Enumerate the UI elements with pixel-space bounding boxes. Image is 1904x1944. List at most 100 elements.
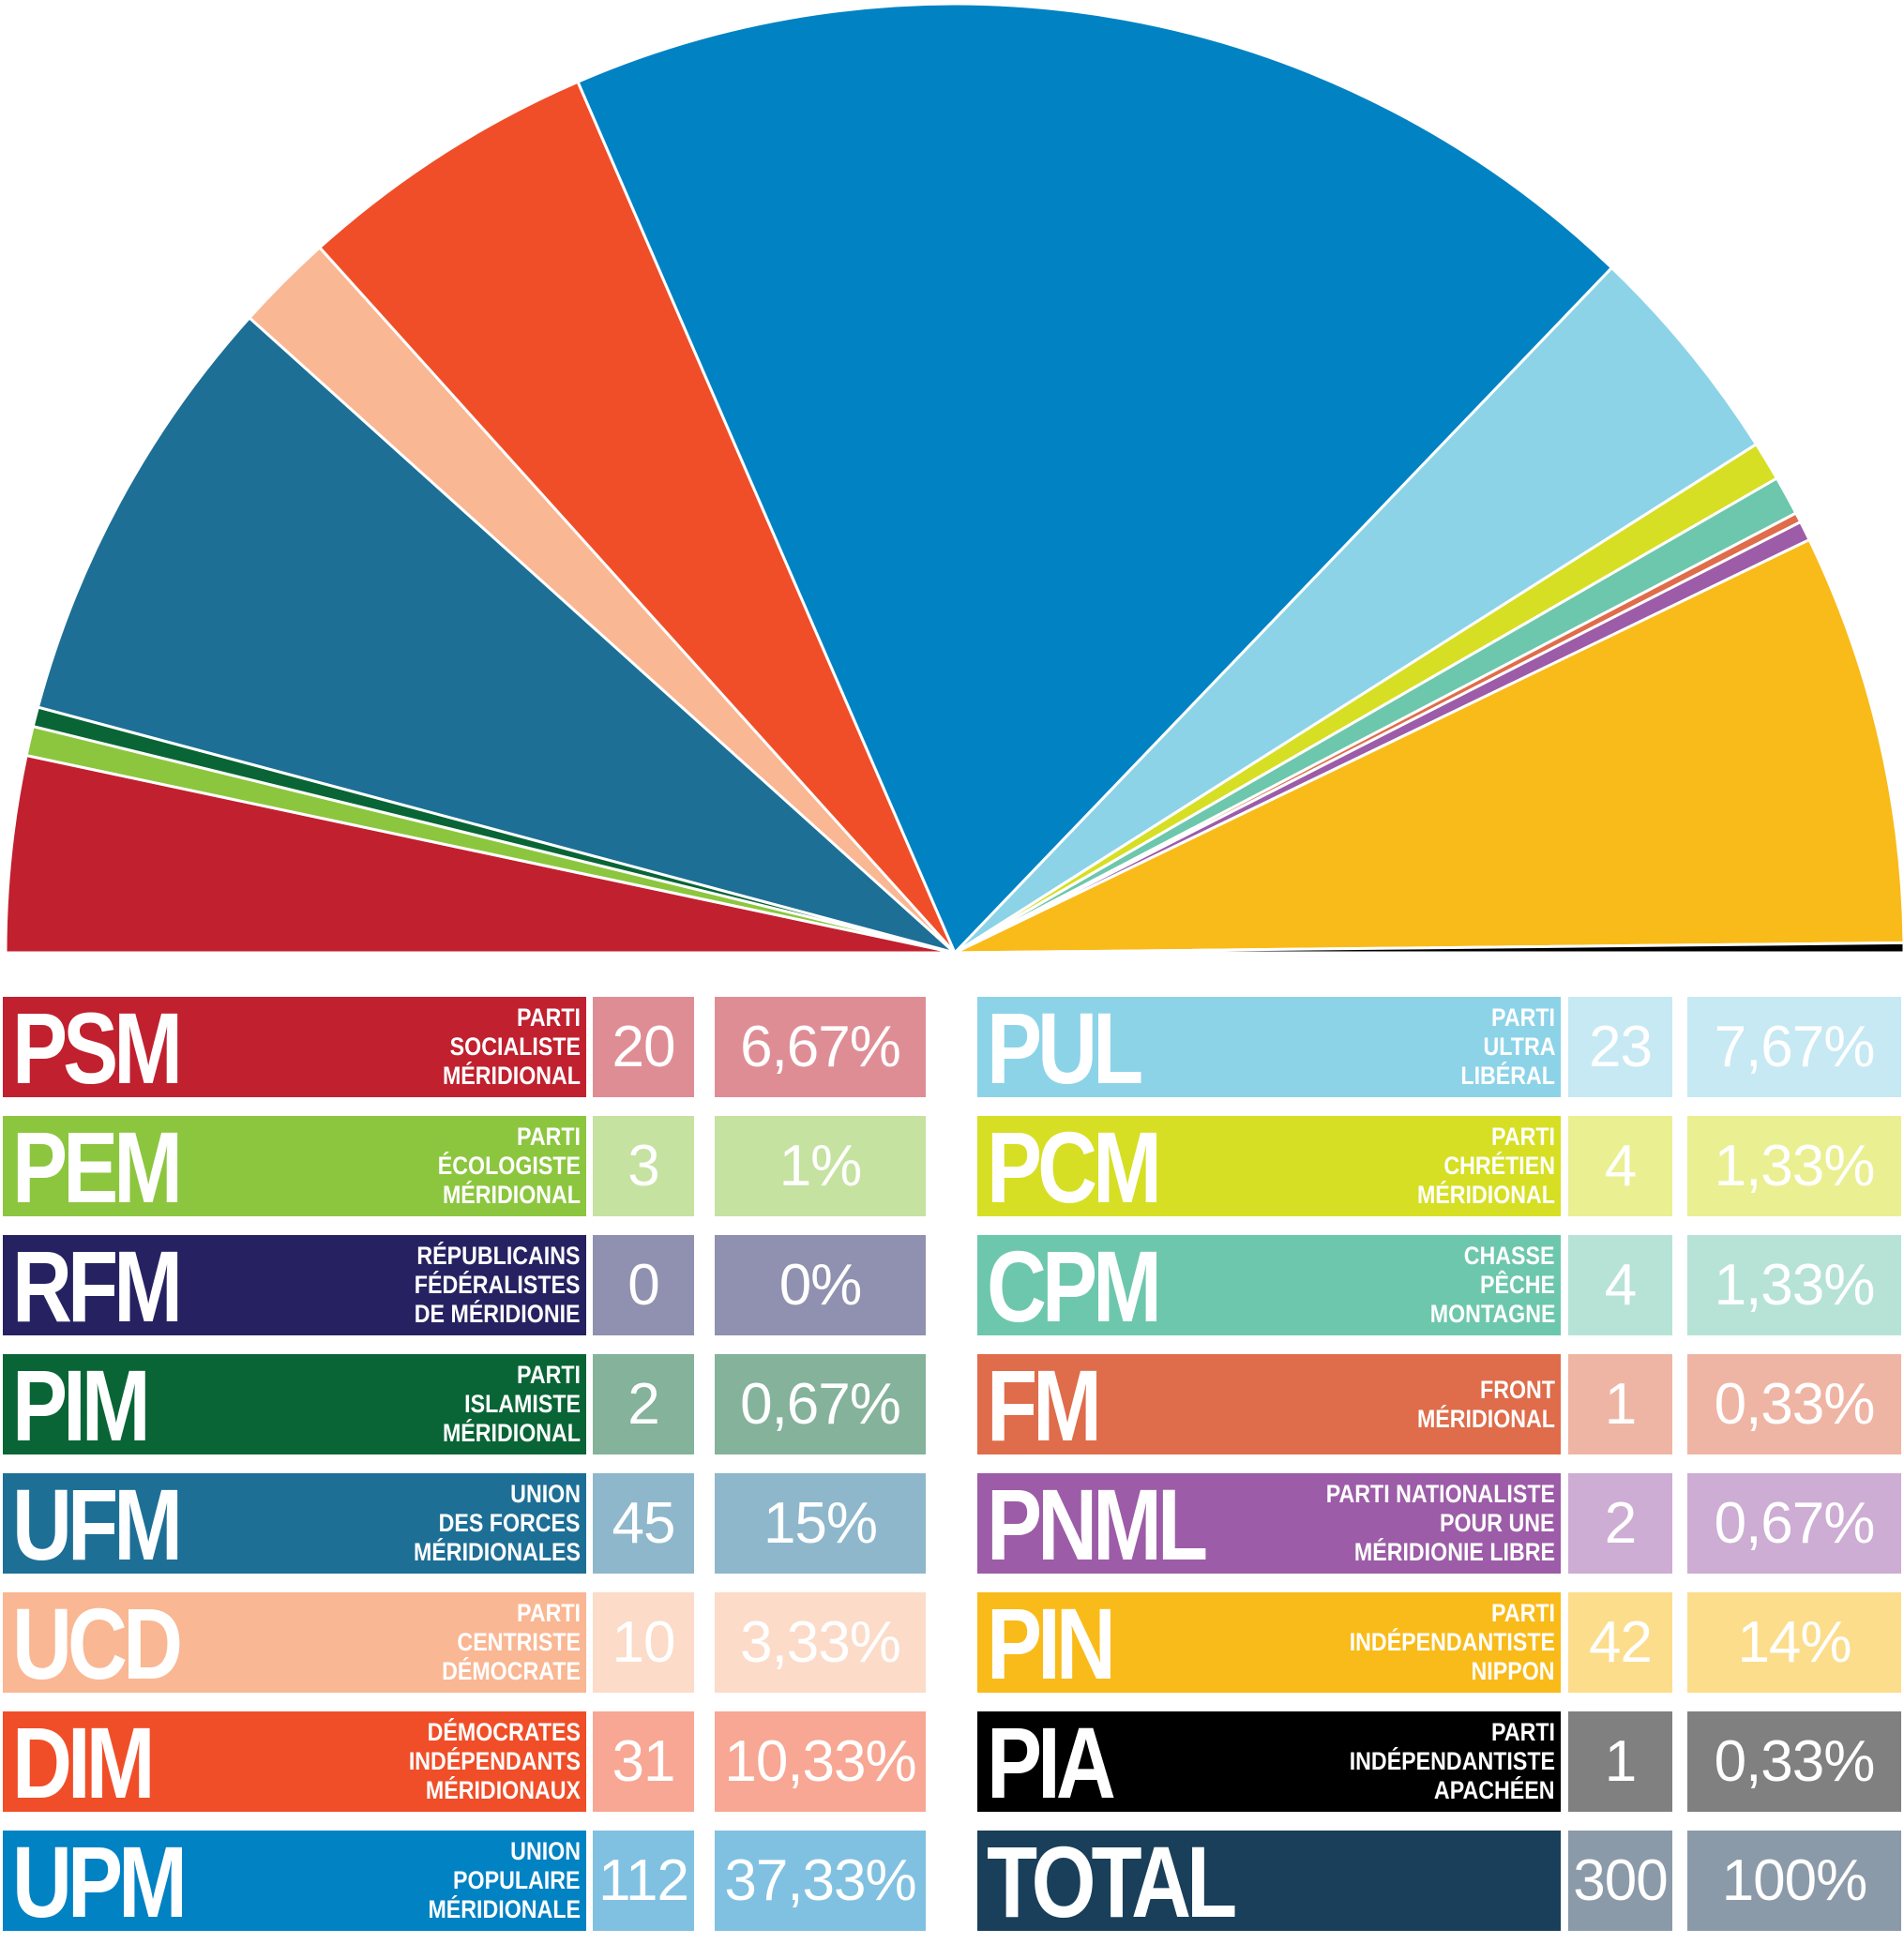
party-full-name: UNION POPULAIRE MÉRIDIONALE (403, 1831, 581, 1931)
legend-row-cpm: CPM CHASSE PÊCHE MONTAGNE 4 1,33% (977, 1231, 1901, 1342)
legend-row-total: TOTAL 300 100% (977, 1827, 1901, 1937)
seat-count-cell: 4 (1568, 1116, 1672, 1216)
party-name-line: FRONT (1480, 1375, 1555, 1404)
party-name-line: MÉRIDIONAL (442, 1181, 581, 1209)
seat-percent: 0,67% (740, 1372, 901, 1437)
party-name-line: MÉRIDIONAL (1416, 1181, 1555, 1209)
seat-count: 112 (598, 1848, 689, 1913)
party-name-line: MÉRIDIONALES (413, 1538, 581, 1566)
percent-cell: 0,33% (1687, 1711, 1901, 1812)
slice-pin (953, 538, 1904, 955)
slice-dim (318, 80, 957, 955)
party-abbreviation: PIM (12, 1349, 151, 1462)
party-abbreviation: UFM (12, 1468, 183, 1581)
party-name-line: CHRÉTIEN (1443, 1152, 1555, 1180)
legend-row-upm: UPM UNION POPULAIRE MÉRIDIONALE 112 37,33% (3, 1827, 926, 1937)
party-name-line: RÉPUBLICAINS (416, 1242, 581, 1270)
party-name-line: NIPPON (1471, 1657, 1555, 1685)
party-label-cell: CPM CHASSE PÊCHE MONTAGNE (977, 1231, 1561, 1342)
percent-cell: 3,33% (715, 1592, 926, 1693)
party-full-name: PARTI ÉCOLOGISTE MÉRIDIONAL (415, 1116, 581, 1216)
party-abbreviation: UPM (12, 1825, 188, 1938)
seat-count-cell: 42 (1568, 1592, 1672, 1693)
percent-cell: 0,67% (1687, 1473, 1901, 1574)
seat-count-cell: 45 (593, 1473, 694, 1574)
seat-count-cell: 2 (1568, 1473, 1672, 1574)
party-name-line: PARTI (1491, 1123, 1555, 1151)
party-full-name: DÉMOCRATES INDÉPENDANTS MÉRIDIONAUX (381, 1711, 581, 1812)
party-label-cell: PCM PARTI CHRÉTIEN MÉRIDIONAL (977, 1112, 1561, 1223)
legend-row-dim: DIM DÉMOCRATES INDÉPENDANTS MÉRIDIONAUX 31 10… (3, 1708, 926, 1818)
percent-cell: 0,33% (1687, 1354, 1901, 1454)
party-name-line: DE MÉRIDIONIE (415, 1300, 581, 1328)
seat-count-cell: 23 (1568, 997, 1672, 1097)
party-full-name: PARTI INDÉPENDANTISTE NIPPON (1316, 1592, 1555, 1693)
legend-row-fm: FM FRONT MÉRIDIONAL 1 0,33% (977, 1350, 1901, 1461)
party-name-line: MÉRIDIONAL (442, 1062, 581, 1090)
party-label-cell: UCD PARTI CENTRISTE DÉMOCRATE (3, 1589, 586, 1699)
party-name-line: ISLAMISTE (464, 1390, 581, 1418)
party-full-name: RÉPUBLICAINS FÉDÉRALISTES DE MÉRIDIONIE (387, 1235, 581, 1335)
percent-cell: 10,33% (715, 1711, 926, 1812)
legend-row-pia: PIA PARTI INDÉPENDANTISTE APACHÉEN 1 0,33% (977, 1708, 1901, 1818)
seat-count: 20 (612, 1015, 676, 1079)
party-name-line: ULTRA (1483, 1032, 1555, 1061)
party-label-cell: UFM UNION DES FORCES MÉRIDIONALES (3, 1469, 586, 1580)
seat-percent: 37,33% (724, 1848, 916, 1913)
party-abbreviation: PEM (12, 1110, 183, 1224)
party-name-line: DÉMOCRATES (427, 1718, 581, 1746)
legend-row-pin: PIN PARTI INDÉPENDANTISTE NIPPON 42 14% (977, 1589, 1901, 1699)
seat-count: 31 (612, 1729, 676, 1794)
slice-upm (576, 2, 1613, 955)
percent-cell: 1,33% (1687, 1116, 1901, 1216)
slice-ufm (36, 316, 957, 955)
party-name-line: MÉRIDIONALE (428, 1895, 581, 1923)
seat-count: 3 (627, 1134, 659, 1198)
seat-percent: 7,67% (1714, 1015, 1876, 1079)
party-name-line: SOCIALISTE (449, 1032, 581, 1061)
percent-cell: 37,33% (715, 1831, 926, 1931)
seat-percent: 10,33% (724, 1729, 916, 1794)
party-name-line: PARTI (1491, 1718, 1555, 1746)
seat-count-cell: 10 (593, 1592, 694, 1693)
party-name-line: PARTI (517, 1361, 581, 1389)
percent-cell: 100% (1687, 1831, 1901, 1931)
party-label-cell: PIA PARTI INDÉPENDANTISTE APACHÉEN (977, 1708, 1561, 1818)
party-name-line: CHASSE (1464, 1242, 1555, 1270)
seat-count-cell: 2 (593, 1354, 694, 1454)
party-name-line: POPULAIRE (453, 1866, 581, 1894)
party-abbreviation: DIM (12, 1706, 155, 1819)
seat-count: 42 (1589, 1610, 1653, 1675)
party-full-name: PARTI CENTRISTE DÉMOCRATE (419, 1592, 581, 1693)
party-label-cell: RFM RÉPUBLICAINS FÉDÉRALISTES DE MÉRIDIONIE (3, 1231, 586, 1342)
seat-percent: 0,33% (1714, 1372, 1876, 1437)
party-full-name: PARTI ISLAMISTE MÉRIDIONAL (420, 1354, 581, 1454)
seat-percent: 1% (778, 1134, 863, 1198)
party-abbreviation: PIA (987, 1706, 1116, 1819)
seat-count-cell: 300 (1568, 1831, 1672, 1931)
party-full-name: PARTI SOCIALISTE MÉRIDIONAL (420, 997, 581, 1097)
party-label-cell: PSM PARTI SOCIALISTE MÉRIDIONAL (3, 993, 586, 1104)
seat-percent: 15% (763, 1491, 878, 1556)
seat-count: 2 (627, 1372, 659, 1437)
party-name-line: PÊCHE (1479, 1271, 1555, 1299)
party-abbreviation: CPM (987, 1229, 1162, 1343)
total-label-cell: TOTAL (977, 1827, 1561, 1937)
party-name-line: UNION (510, 1837, 581, 1865)
legend-row-ucd: UCD PARTI CENTRISTE DÉMOCRATE 10 3,33% (3, 1589, 926, 1699)
seat-count-cell: 112 (593, 1831, 694, 1931)
party-abbreviation: PSM (12, 991, 183, 1105)
party-label-cell: PUL PARTI ULTRA LIBÉRAL (977, 993, 1561, 1104)
percent-cell: 1% (715, 1116, 926, 1216)
seat-percent: 0% (778, 1253, 863, 1318)
seat-count: 10 (612, 1610, 676, 1675)
seat-count: 1 (1604, 1729, 1637, 1794)
party-full-name: PARTI CHRÉTIEN MÉRIDIONAL (1395, 1116, 1555, 1216)
party-name-line: DÉMOCRATE (442, 1657, 581, 1685)
party-name-line: PARTI (517, 1123, 581, 1151)
party-name-line: MÉRIDIONAL (442, 1419, 581, 1447)
party-label-cell: PEM PARTI ÉCOLOGISTE MÉRIDIONAL (3, 1112, 586, 1223)
legend-row-rfm: RFM RÉPUBLICAINS FÉDÉRALISTES DE MÉRIDIONIE… (3, 1231, 926, 1342)
party-name-line: PARTI (517, 1003, 581, 1032)
party-abbreviation: PNML (987, 1468, 1208, 1581)
